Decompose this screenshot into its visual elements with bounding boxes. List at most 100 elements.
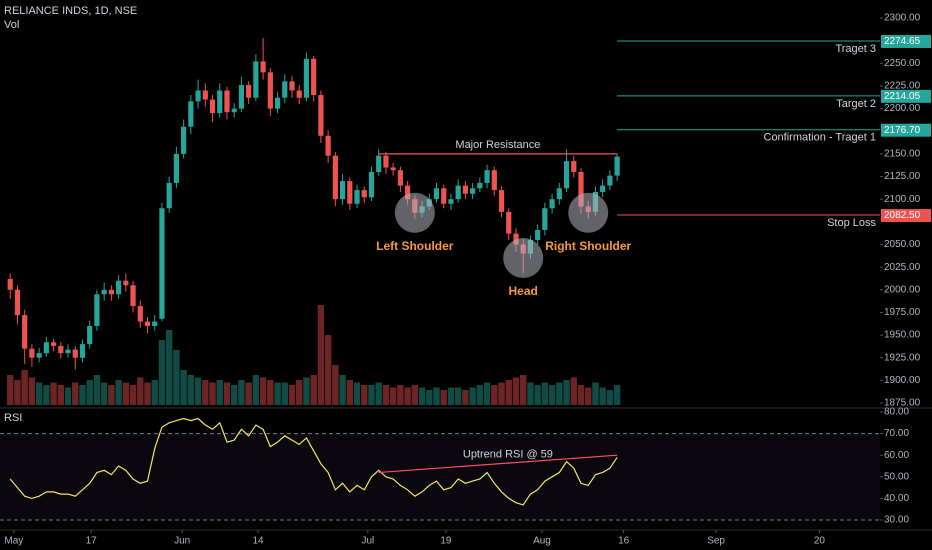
y-tick-label: 2150.00 — [884, 149, 921, 160]
x-tick-label: 14 — [252, 536, 264, 547]
volume-bar — [498, 382, 505, 405]
volume-bar — [57, 385, 64, 405]
rsi-tick-label: 40.00 — [884, 493, 909, 504]
volume-bar — [231, 385, 238, 405]
candle-body — [441, 188, 447, 204]
volume-bar — [404, 387, 411, 405]
volume-bar — [151, 380, 158, 405]
x-tick-label: Jul — [361, 536, 374, 547]
candle-body — [7, 278, 13, 290]
candle-body — [513, 233, 519, 245]
volume-bar — [144, 382, 151, 405]
volume-bar — [599, 387, 606, 405]
candle-body — [188, 101, 194, 127]
candle-body — [130, 285, 136, 307]
candle-body — [470, 188, 476, 194]
candle-body — [137, 306, 143, 322]
candle-body — [43, 342, 49, 354]
volume-bar — [223, 382, 231, 405]
volume-bar — [281, 382, 288, 405]
x-tick-label: Aug — [533, 536, 551, 547]
volume-bar — [238, 380, 245, 405]
candle-body — [383, 155, 389, 168]
rsi-tick-label: 70.00 — [884, 428, 909, 439]
y-tick-label: 1925.00 — [884, 352, 921, 363]
volume-bar — [310, 375, 317, 405]
volume-bar — [100, 382, 108, 405]
candle-body — [144, 321, 151, 326]
candle-body — [325, 135, 331, 156]
candle-body — [397, 170, 403, 186]
candle-body — [455, 185, 461, 200]
volume-bar — [411, 385, 419, 405]
volume-bar — [346, 380, 353, 405]
candle-body — [556, 188, 562, 200]
candle-body — [578, 172, 584, 207]
volume-bar — [527, 382, 534, 405]
candle-body — [267, 72, 273, 109]
volume-bar — [72, 382, 79, 405]
pattern-marker — [568, 192, 609, 233]
volume-bar — [353, 382, 361, 405]
pattern-label: Right Shoulder — [545, 239, 631, 253]
volume-bar — [426, 390, 433, 405]
volume-bar — [187, 375, 195, 405]
y-tick-label: 1875.00 — [884, 398, 921, 409]
volume-bar — [296, 380, 303, 405]
level-label: Traget 3 — [835, 43, 876, 55]
candle-body — [238, 85, 245, 109]
candle-body — [347, 181, 353, 204]
volume-bar — [137, 377, 144, 405]
volume-bar — [440, 390, 447, 405]
volume-bar — [382, 385, 390, 405]
volume-bar — [194, 377, 202, 405]
candle-body — [159, 208, 165, 319]
rsi-trend-line — [378, 454, 618, 474]
pattern-marker — [394, 192, 435, 233]
candle-body — [217, 90, 223, 114]
candle-body — [296, 90, 302, 98]
candle-body — [152, 321, 158, 326]
candle-body — [36, 353, 42, 358]
candle-body — [181, 126, 187, 154]
candle-body — [607, 175, 613, 186]
candle-body — [433, 188, 440, 200]
candle-body — [246, 85, 252, 98]
level-label: Stop Loss — [827, 217, 876, 229]
x-tick-label: May — [4, 536, 23, 547]
pattern-label: Left Shoulder — [376, 239, 454, 253]
volume-bar — [180, 370, 187, 405]
candle-body — [361, 190, 367, 198]
candle-body — [289, 81, 295, 91]
x-tick-label: 16 — [618, 536, 630, 547]
volume-bar — [454, 387, 462, 405]
candle-body — [368, 172, 375, 198]
candle-body — [318, 95, 324, 136]
candle-body — [173, 153, 179, 183]
candle-body — [94, 294, 100, 326]
candle-body — [101, 289, 107, 295]
volume-bar — [397, 385, 404, 405]
candle-body — [303, 58, 310, 98]
price-tag-label: 2274.65 — [884, 36, 921, 47]
y-tick-label: 2050.00 — [884, 239, 921, 250]
candle-body — [311, 58, 317, 95]
candle-body — [549, 199, 555, 209]
rsi-tick-label: 50.00 — [884, 471, 909, 482]
candle-body — [282, 81, 288, 98]
volume-bar — [361, 385, 368, 405]
volume-bar — [129, 385, 137, 405]
rsi-label: RSI — [4, 412, 22, 424]
volume-bar — [216, 380, 223, 405]
candle-body — [390, 167, 396, 171]
volume-bar — [447, 387, 455, 405]
volume-bar — [512, 377, 520, 405]
candle-body — [491, 170, 497, 191]
level-label: Target 2 — [836, 98, 876, 110]
volume-bar — [339, 375, 346, 405]
volume-bar — [563, 380, 570, 405]
candle-body — [123, 280, 129, 286]
rsi-line — [9, 417, 618, 506]
